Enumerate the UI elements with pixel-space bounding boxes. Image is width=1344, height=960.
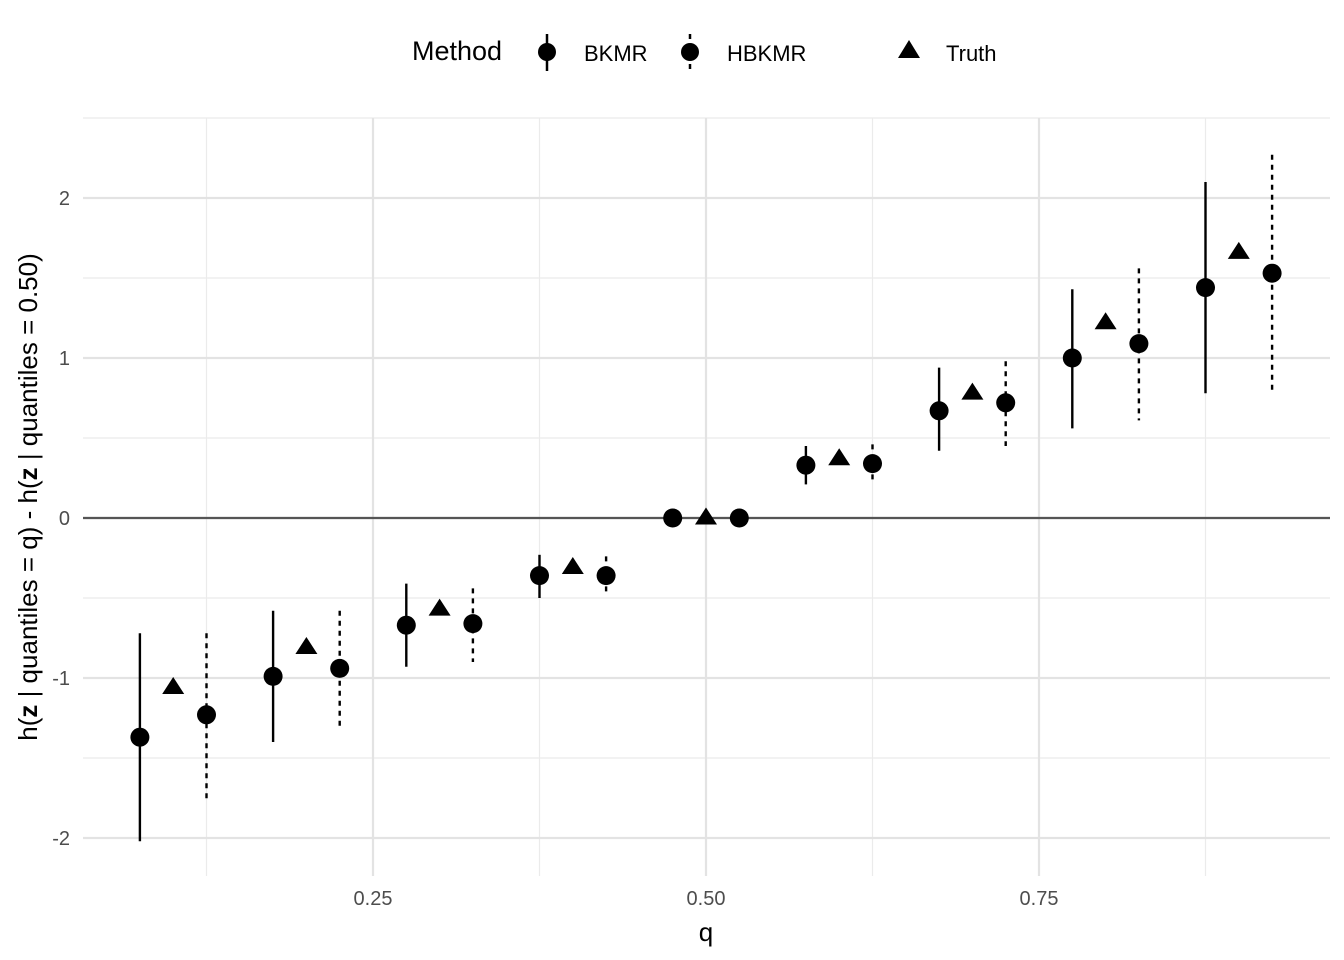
truth-point — [428, 598, 451, 616]
hbkmr-point — [596, 566, 616, 586]
legend-bkmr-marker — [538, 43, 556, 61]
y-axis-title-middle: | quantiles = q) - h( — [13, 480, 43, 705]
bkmr-point — [530, 566, 549, 586]
bkmr-point — [1062, 348, 1082, 368]
legend-truth-marker — [898, 40, 920, 58]
bkmr-point — [929, 401, 949, 421]
truth-point — [1227, 241, 1250, 259]
y-axis-title-bold-z1: z — [13, 705, 43, 718]
truth-point — [695, 507, 717, 525]
hbkmr-point — [463, 614, 483, 634]
truth-point — [295, 637, 318, 655]
y-tick-label: 1 — [59, 348, 70, 370]
bkmr-point — [130, 727, 150, 747]
bkmr-point — [663, 508, 683, 528]
y-axis-title-prefix: h( — [13, 717, 43, 740]
hbkmr-point — [996, 393, 1016, 413]
hbkmr-point — [863, 454, 882, 474]
y-tick-label: -1 — [52, 668, 70, 690]
y-axis-title: h(z | quantiles = q) - h(z | quantiles =… — [13, 253, 43, 741]
hbkmr-point — [1262, 263, 1282, 283]
bkmr-point — [1196, 278, 1215, 298]
bkmr-point — [796, 455, 816, 475]
hbkmr-point — [330, 658, 350, 678]
x-tick-label: 0.75 — [1020, 888, 1059, 910]
legend: Method BKMR HBKMR Truth — [412, 34, 997, 71]
y-tick-label: -2 — [52, 828, 70, 850]
legend-bkmr-label: BKMR — [584, 41, 648, 66]
truth-point — [162, 677, 185, 695]
y-axis-title-bold-z2: z — [13, 467, 43, 480]
y-tick-label: 2 — [59, 188, 70, 210]
x-tick-label: 0.25 — [354, 888, 393, 910]
truth-point — [828, 448, 851, 466]
legend-hbkmr-marker — [681, 43, 699, 61]
truth-point — [561, 557, 584, 575]
y-tick-label: 0 — [59, 508, 70, 530]
bkmr-point — [263, 666, 283, 686]
x-tick-label: 0.50 — [687, 888, 726, 910]
hbkmr-point — [1129, 334, 1149, 354]
y-axis-title-suffix: | quantiles = 0.50) — [13, 253, 43, 467]
points — [130, 241, 1282, 747]
legend-hbkmr-label: HBKMR — [727, 41, 806, 66]
truth-point — [1094, 312, 1117, 330]
hbkmr-point — [729, 508, 749, 528]
y-tick-labels: -2 -1 0 1 2 — [52, 188, 70, 850]
major-gridlines — [83, 118, 1330, 876]
x-axis-title: q — [699, 917, 713, 947]
hbkmr-point — [197, 705, 216, 725]
legend-title: Method — [412, 36, 502, 66]
legend-truth-label: Truth — [946, 41, 997, 66]
bkmr-point — [396, 615, 416, 635]
truth-point — [961, 382, 984, 400]
x-tick-labels: 0.25 0.50 0.75 — [354, 888, 1059, 910]
